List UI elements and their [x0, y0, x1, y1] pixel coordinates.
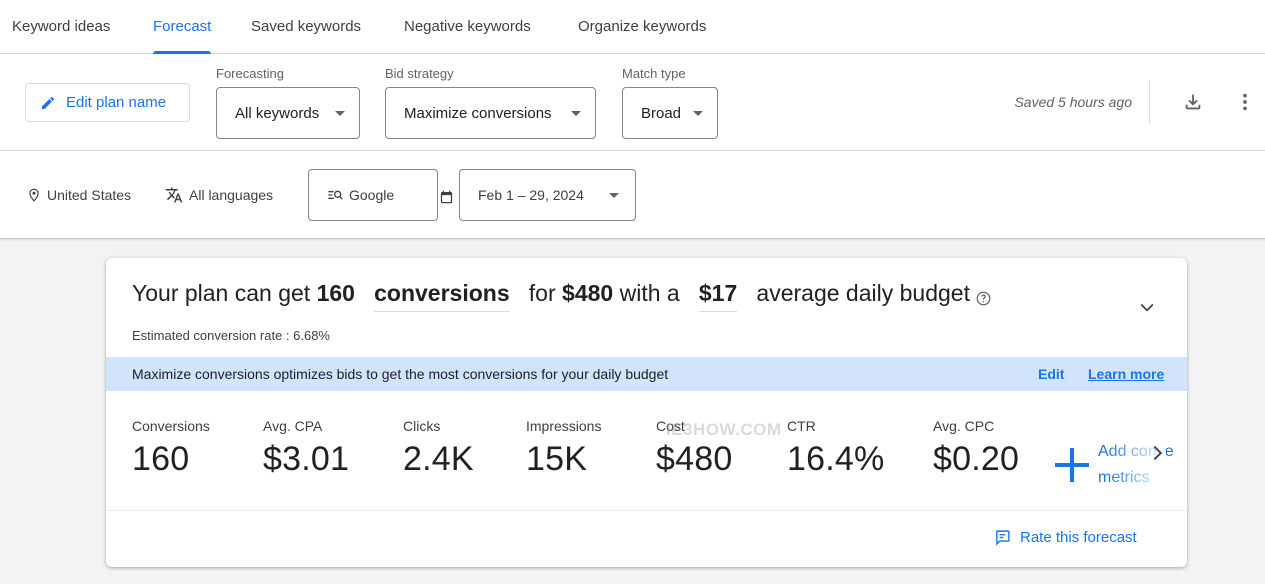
- rate-forecast-button[interactable]: Rate this forecast: [994, 529, 1137, 546]
- scroll-fade: [1106, 433, 1166, 493]
- chevron-down-icon: [1140, 303, 1154, 312]
- rate-forecast-label: Rate this forecast: [1020, 529, 1137, 546]
- tab-saved-keywords[interactable]: Saved keywords: [251, 18, 362, 35]
- match-type-value: Broad: [641, 104, 682, 122]
- headline-for: for: [528, 280, 556, 306]
- calendar-button[interactable]: [439, 187, 454, 207]
- help-circle-icon[interactable]: [976, 291, 991, 306]
- bid-strategy-value: Maximize conversions: [404, 104, 552, 122]
- plus-icon: [1055, 448, 1089, 482]
- metric-label: Avg. CPC: [933, 418, 995, 434]
- collapse-button[interactable]: [1132, 292, 1162, 322]
- location-pin-icon: [29, 188, 39, 202]
- metric-conversions[interactable]: Conversions 160: [132, 418, 210, 479]
- calendar-icon: [440, 190, 453, 204]
- headline-with: with a: [619, 280, 680, 306]
- headline-prefix: Your plan can get: [132, 280, 311, 306]
- metric-avg-cpc[interactable]: Avg. CPC $0.20: [933, 418, 1019, 479]
- metric-value: $3.01: [263, 440, 350, 478]
- plan-toolbar: Edit plan name Forecasting All keywords …: [0, 54, 1265, 151]
- tab-keyword-ideas[interactable]: Keyword ideas: [12, 18, 111, 35]
- tab-negative-keywords[interactable]: Negative keywords: [404, 18, 531, 35]
- metric-value: $0.20: [933, 440, 1020, 478]
- language-filter[interactable]: All languages: [165, 185, 273, 205]
- metric-clicks[interactable]: Clicks 2.4K: [403, 418, 474, 479]
- location-value: United States: [47, 187, 132, 203]
- metric-label: Cost: [656, 418, 685, 434]
- forecast-summary-card: Your plan can get 160 conversions for $4…: [106, 258, 1187, 567]
- download-button[interactable]: [1175, 84, 1211, 120]
- headline-conversions: 160: [316, 280, 355, 306]
- translate-icon: [165, 187, 183, 203]
- forecast-headline: Your plan can get 160 conversions for $4…: [132, 280, 991, 316]
- more-options-button[interactable]: [1227, 84, 1263, 120]
- metric-label: Impressions: [526, 418, 602, 434]
- banner-learn-more-link[interactable]: Learn more: [1088, 366, 1165, 382]
- pencil-icon: [42, 96, 55, 109]
- tab-bar: Keyword ideas Forecast Saved keywords Ne…: [0, 0, 1265, 54]
- bid-strategy-select[interactable]: Maximize conversions: [385, 87, 596, 139]
- feedback-icon: [996, 530, 1010, 546]
- saved-status: Saved 5 hours ago: [1014, 94, 1132, 110]
- metric-value: $480: [656, 440, 733, 478]
- date-range-value: Feb 1 – 29, 2024: [478, 187, 584, 203]
- headline-cost: $480: [562, 280, 614, 306]
- location-filter[interactable]: United States: [27, 185, 131, 205]
- network-value: Google: [349, 187, 395, 203]
- edit-plan-name-button[interactable]: Edit plan name: [25, 83, 190, 122]
- banner-edit-link[interactable]: Edit: [1038, 366, 1065, 382]
- card-divider: [106, 510, 1187, 511]
- metric-value: 2.4K: [403, 440, 474, 478]
- caret-down-icon: [571, 111, 581, 116]
- bid-strategy-label: Bid strategy: [385, 66, 454, 81]
- match-type-select[interactable]: Broad: [622, 87, 718, 139]
- estimated-conversion-rate: Estimated conversion rate : 6.68%: [132, 328, 330, 343]
- forecasting-label: Forecasting: [216, 66, 284, 81]
- download-icon: [1185, 94, 1201, 110]
- caret-down-icon: [609, 193, 619, 198]
- metric-label: Conversions: [132, 418, 210, 434]
- forecasting-value: All keywords: [235, 104, 320, 122]
- match-type-label: Match type: [622, 66, 686, 81]
- metric-value: 16.4%: [787, 440, 885, 478]
- tab-forecast[interactable]: Forecast: [153, 0, 212, 54]
- toolbar-divider: [1149, 80, 1150, 124]
- metric-label: Avg. CPA: [263, 418, 323, 434]
- watermark: IE3HOW.COM: [666, 420, 782, 439]
- caret-down-icon: [335, 111, 345, 116]
- metric-cost[interactable]: Cost $480: [656, 418, 732, 479]
- metric-avg-cpa[interactable]: Avg. CPA $3.01: [263, 418, 349, 479]
- banner-text: Maximize conversions optimizes bids to g…: [132, 366, 669, 382]
- edit-plan-name-label: Edit plan name: [66, 94, 167, 111]
- headline-metric-selector[interactable]: conversions: [374, 280, 510, 312]
- metric-ctr[interactable]: CTR 16.4%: [787, 418, 884, 479]
- next-metrics-button[interactable]: [1146, 438, 1170, 468]
- date-range-select[interactable]: Feb 1 – 29, 2024: [459, 169, 636, 221]
- targeting-filters: United States All languages Google Feb 1…: [0, 151, 1265, 239]
- metric-label: Clicks: [403, 418, 441, 434]
- metric-impressions[interactable]: Impressions 15K: [526, 418, 601, 479]
- metric-value: 15K: [526, 440, 588, 478]
- forecasting-select[interactable]: All keywords: [216, 87, 360, 139]
- headline-budget[interactable]: $17: [698, 280, 738, 312]
- caret-down-icon: [693, 111, 703, 116]
- search-network-icon: [328, 190, 343, 200]
- metric-value: 160: [132, 440, 190, 478]
- more-vert-icon: [1243, 93, 1247, 111]
- chevron-right-icon: [1153, 445, 1163, 461]
- bid-strategy-banner: Maximize conversions optimizes bids to g…: [106, 357, 1187, 391]
- language-value: All languages: [189, 187, 274, 203]
- network-filter[interactable]: Google: [308, 169, 438, 221]
- tab-organize-keywords[interactable]: Organize keywords: [578, 18, 707, 35]
- headline-suffix: average daily budget: [756, 280, 970, 306]
- metric-label: CTR: [787, 418, 816, 434]
